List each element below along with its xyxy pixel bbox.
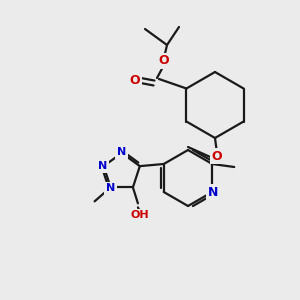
Text: OH: OH xyxy=(130,210,149,220)
Text: N: N xyxy=(208,185,218,199)
Text: O: O xyxy=(159,55,169,68)
Text: N: N xyxy=(117,147,126,157)
Text: O: O xyxy=(130,74,140,86)
Text: N: N xyxy=(98,161,107,171)
Text: O: O xyxy=(212,149,222,163)
Text: N: N xyxy=(106,183,115,194)
